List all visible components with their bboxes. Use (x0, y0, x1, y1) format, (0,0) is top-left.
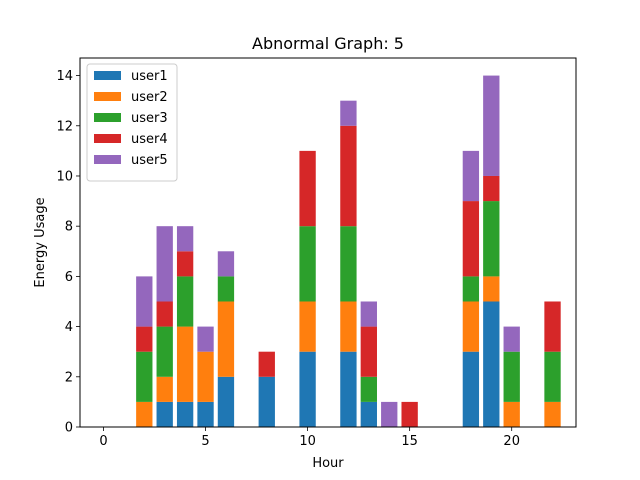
bar-user2-hour-2 (136, 401, 153, 427)
bar-user4-hour-10 (299, 150, 316, 227)
bar-user5-hour-6 (217, 251, 235, 277)
bar-user4-hour-18 (462, 201, 480, 277)
bar-user4-hour-15 (401, 401, 418, 427)
bar-user3-hour-6 (217, 276, 235, 302)
bar-user3-hour-19 (483, 201, 500, 277)
bar-user4-hour-13 (360, 326, 377, 377)
bar-user5-hour-5 (197, 326, 214, 352)
legend-swatch-user2 (94, 92, 121, 101)
y-tick-label: 0 (65, 421, 73, 436)
bar-user3-hour-2 (136, 351, 153, 402)
legend-label-user2: user2 (131, 90, 168, 105)
legend: user1 user2 user3 user4 user5 (86, 63, 178, 182)
bar-user5-hour-18 (462, 150, 480, 202)
bar-user3-hour-18 (462, 276, 480, 302)
bar-user1-hour-19 (483, 301, 500, 427)
y-axis-label: Energy Usage (33, 197, 48, 287)
x-axis-label: Hour (312, 456, 344, 471)
bar-user1-hour-3 (156, 401, 173, 427)
bar-user4-hour-2 (136, 326, 153, 352)
y-tick-label: 10 (56, 169, 73, 184)
bar-user2-hour-12 (340, 301, 357, 352)
y-tick-label: 8 (65, 220, 73, 235)
x-tick-label: 5 (201, 434, 209, 449)
x-tick-label: 20 (503, 434, 520, 449)
bar-user2-hour-6 (217, 301, 235, 377)
legend-label-user5: user5 (131, 153, 168, 168)
legend-swatch-user3 (94, 113, 121, 122)
bar-user4-hour-3 (156, 301, 173, 327)
x-tick-label: 0 (99, 434, 107, 449)
bar-user1-hour-4 (176, 401, 194, 427)
bar-user5-hour-14 (381, 401, 398, 427)
bar-user5-hour-20 (503, 326, 520, 352)
bar-user1-hour-13 (360, 401, 377, 427)
bar-user1-hour-5 (197, 401, 214, 427)
bar-user4-hour-8 (258, 351, 275, 377)
x-axis-ticks: 0 5 10 15 20 (99, 427, 520, 449)
chart-title: Abnormal Graph: 5 (252, 34, 404, 53)
bar-user2-hour-4 (176, 326, 194, 402)
y-tick-label: 4 (65, 320, 73, 335)
bar-user3-hour-10 (299, 226, 316, 302)
y-tick-label: 6 (65, 270, 73, 285)
bar-user2-hour-19 (483, 276, 500, 302)
bar-user3-hour-3 (156, 326, 173, 377)
bar-user4-hour-12 (340, 125, 357, 227)
legend-swatch-user5 (94, 155, 121, 164)
bar-user5-hour-4 (176, 226, 194, 252)
bar-user4-hour-19 (483, 175, 500, 202)
bar-user1-hour-18 (462, 351, 480, 427)
x-tick-label: 15 (401, 434, 418, 449)
bar-user1-hour-6 (217, 376, 235, 427)
bar-user1-hour-10 (299, 351, 316, 427)
bar-user3-hour-13 (360, 376, 377, 402)
bar-user3-hour-22 (544, 351, 561, 402)
bar-user4-hour-22 (544, 301, 561, 352)
bar-user3-hour-20 (503, 351, 520, 402)
bar-user5-hour-19 (483, 75, 500, 176)
y-tick-label: 2 (65, 370, 73, 385)
bar-user5-hour-3 (156, 226, 173, 302)
bar-user2-hour-20 (503, 401, 520, 427)
y-tick-label: 14 (56, 69, 73, 84)
bar-user2-hour-3 (156, 376, 173, 402)
bar-user5-hour-12 (340, 100, 357, 126)
bars-layer (136, 75, 561, 427)
legend-swatch-user1 (94, 71, 121, 80)
bar-user2-hour-18 (462, 301, 480, 352)
bar-user2-hour-10 (299, 301, 316, 352)
x-tick-label: 10 (299, 434, 316, 449)
plot-area-frame (79, 57, 577, 428)
bar-user1-hour-12 (340, 351, 357, 427)
legend-label-user3: user3 (131, 111, 168, 126)
y-axis-ticks: 0 2 4 6 8 10 12 14 (56, 69, 80, 436)
bar-user5-hour-2 (136, 276, 153, 327)
bar-user2-hour-22 (544, 401, 561, 427)
bar-user3-hour-12 (340, 226, 357, 302)
legend-label-user4: user4 (131, 132, 168, 147)
bar-user2-hour-5 (197, 351, 214, 402)
bar-user3-hour-4 (176, 276, 194, 327)
legend-swatch-user4 (94, 134, 121, 143)
legend-label-user1: user1 (131, 69, 168, 84)
bar-user1-hour-8 (258, 376, 275, 427)
y-tick-label: 12 (56, 119, 73, 134)
bar-user4-hour-4 (176, 251, 194, 277)
bar-user5-hour-13 (360, 301, 377, 327)
